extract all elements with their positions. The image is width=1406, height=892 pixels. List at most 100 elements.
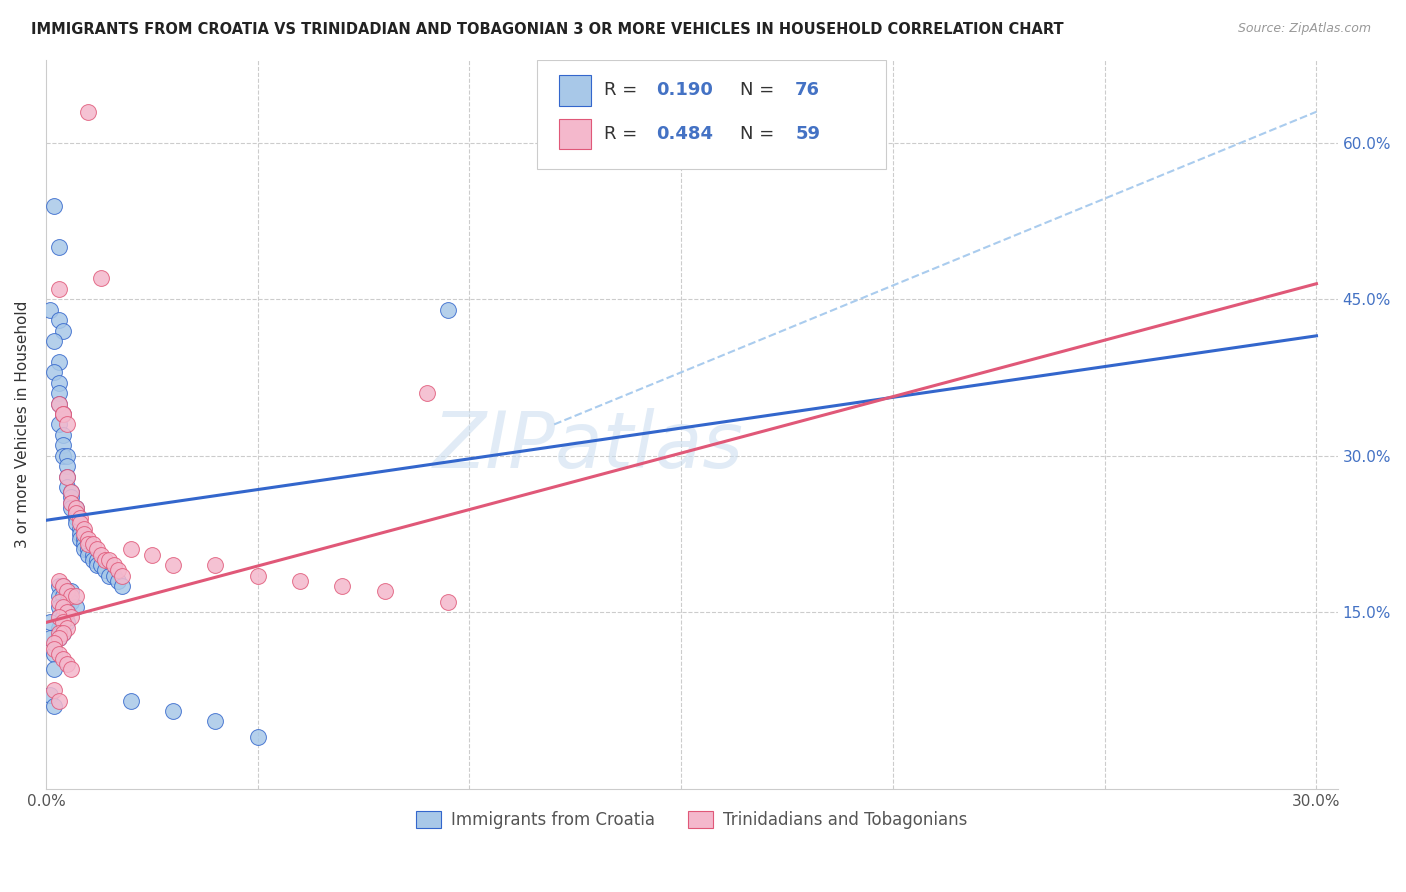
Point [90,558,112,573]
Point [120,693,142,707]
Point [103,568,125,582]
Point [52,625,75,640]
Point [56,480,79,494]
Y-axis label: 3 or more Vehicles in Household: 3 or more Vehicles in Household [15,301,30,548]
Point [60,584,83,599]
Point [98,553,121,567]
Point [48,594,70,608]
Point [48,631,70,645]
Text: N =: N = [740,81,779,99]
Point [44,662,66,676]
Point [94,553,117,567]
Point [52,605,75,619]
Point [44,334,66,348]
Point [52,652,75,666]
Point [52,324,75,338]
Point [65,506,87,520]
Point [52,407,75,421]
Point [103,558,125,573]
Point [65,599,87,614]
Text: ZIPatlas: ZIPatlas [433,409,744,484]
Point [77,104,100,119]
Point [204,558,226,573]
Point [162,704,184,718]
Point [73,537,96,551]
Point [86,542,108,557]
Point [437,302,460,317]
Text: 76: 76 [796,81,820,99]
Point [65,506,87,520]
Point [60,485,83,500]
Point [56,584,79,599]
Point [52,615,75,630]
Point [52,449,75,463]
Point [90,271,112,285]
Text: 59: 59 [796,125,820,143]
Point [48,240,70,254]
Point [52,579,75,593]
Point [69,522,91,536]
Point [60,495,83,509]
Point [111,579,134,593]
Point [48,631,70,645]
Point [48,579,70,593]
Text: R =: R = [605,81,643,99]
Point [246,730,269,744]
Point [73,542,96,557]
Point [69,526,91,541]
Point [86,558,108,573]
Point [48,625,70,640]
Point [39,631,62,645]
Legend: Immigrants from Croatia, Trinidadians and Tobagonians: Immigrants from Croatia, Trinidadians an… [409,804,974,836]
Point [44,641,66,656]
Point [48,355,70,369]
Point [69,516,91,531]
Text: 0.484: 0.484 [655,125,713,143]
Point [107,574,129,588]
Bar [558,119,591,149]
Point [48,313,70,327]
Point [52,590,75,604]
Point [162,558,184,573]
Point [52,579,75,593]
Point [65,590,87,604]
Point [90,548,112,562]
Point [56,605,79,619]
Point [39,615,62,630]
Point [56,449,79,463]
Point [60,491,83,505]
Text: 0.190: 0.190 [655,81,713,99]
Point [48,693,70,707]
Text: N =: N = [740,125,779,143]
Point [56,459,79,474]
Point [107,563,129,577]
Point [48,376,70,390]
Point [69,511,91,525]
Point [48,647,70,661]
Point [77,542,100,557]
Point [82,553,104,567]
Point [48,282,70,296]
Point [48,610,70,624]
Point [69,532,91,546]
Point [56,621,79,635]
Point [437,594,460,608]
Point [82,548,104,562]
Point [52,438,75,452]
Point [48,386,70,401]
Point [60,662,83,676]
Point [73,526,96,541]
Point [73,532,96,546]
Point [77,532,100,546]
Point [44,365,66,379]
Point [56,657,79,672]
Point [52,427,75,442]
Point [44,683,66,698]
Point [52,625,75,640]
Point [65,511,87,525]
Point [60,594,83,608]
Point [48,396,70,410]
Point [141,548,163,562]
Point [60,590,83,604]
Text: R =: R = [605,125,643,143]
